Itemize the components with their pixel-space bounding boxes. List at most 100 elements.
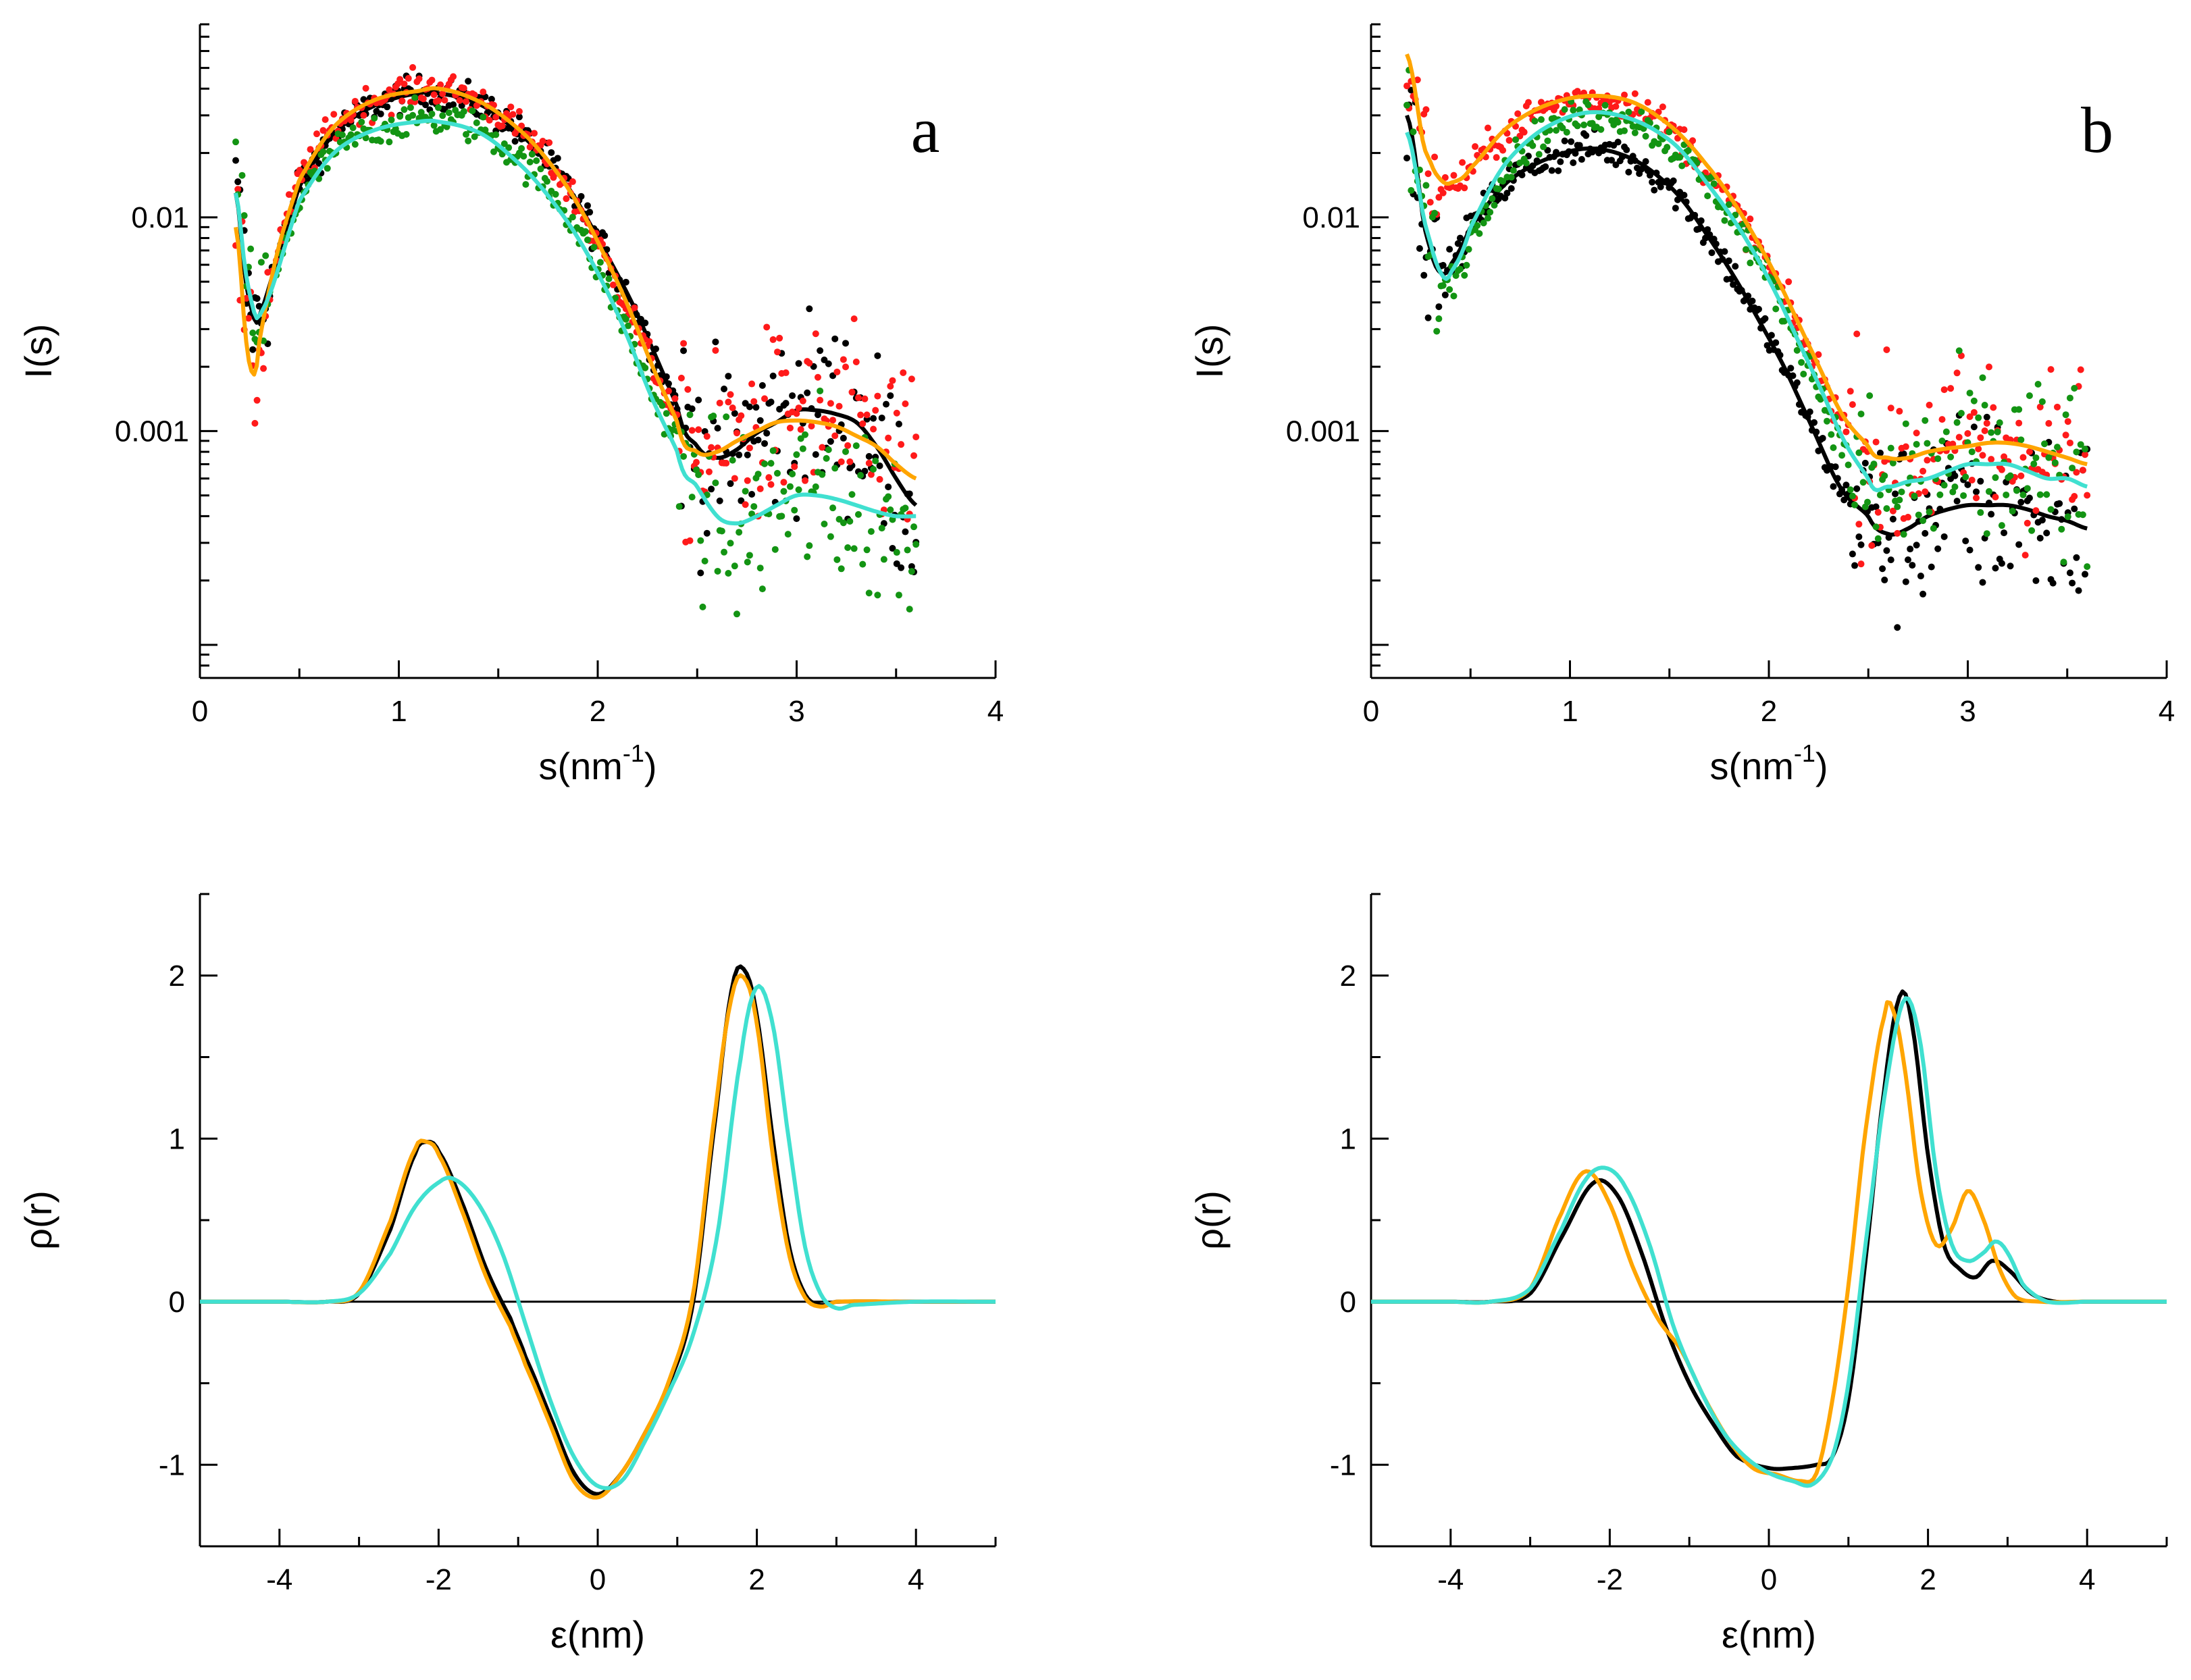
data-point-red: [1922, 488, 1929, 496]
data-point-black: [234, 178, 242, 186]
data-point-red: [2015, 419, 2023, 427]
data-point-green: [1996, 419, 2003, 426]
data-point-red: [844, 442, 852, 449]
data-point-green: [349, 124, 357, 132]
data-point-red: [1872, 438, 1880, 446]
data-point-black: [422, 101, 430, 109]
data-point-red: [2084, 492, 2091, 499]
data-point-red: [786, 424, 794, 431]
data-point-green: [2043, 491, 2051, 498]
data-point-black: [1507, 185, 1515, 192]
data-point-green: [854, 510, 862, 518]
data-point-red: [1857, 560, 1865, 568]
data-point-green: [582, 228, 589, 235]
data-point-green: [1940, 481, 1948, 489]
data-point-red: [867, 471, 875, 478]
data-point-black: [1840, 496, 1848, 504]
data-point-black: [2082, 571, 2089, 578]
data-point-green: [407, 104, 414, 111]
data-point-green: [238, 172, 246, 179]
x-axis-label-main: s(nm: [538, 745, 622, 787]
data-point-red: [738, 412, 745, 419]
data-point-black: [1614, 138, 1622, 146]
data-point-green: [1798, 359, 1805, 366]
data-point-black: [1887, 556, 1894, 564]
data-point-green: [1936, 491, 1944, 498]
data-point-green: [2019, 491, 2027, 498]
data-point-black: [876, 462, 883, 469]
data-point-red: [1981, 427, 1988, 435]
data-point-red: [1403, 82, 1411, 90]
data-point-green: [526, 159, 534, 166]
x-tick-label: 0: [1761, 1563, 1777, 1596]
y-tick-label: 0.01: [1302, 201, 1360, 234]
data-point-black: [1919, 590, 1927, 598]
series-black: [200, 964, 996, 1496]
data-point-black: [1806, 408, 1813, 415]
data-point-green: [904, 546, 911, 554]
data-point-green: [2034, 381, 2042, 388]
fit-line-orange: [1405, 53, 2088, 467]
data-point-black: [1651, 186, 1658, 194]
y-tick-label: 0.001: [115, 415, 189, 448]
data-point-green: [2079, 511, 2086, 519]
data-point-red: [695, 426, 702, 434]
series-black: [1371, 989, 2167, 1471]
data-point-green: [1461, 271, 1468, 279]
series-orange: [1405, 53, 2088, 467]
data-point-green: [744, 558, 751, 566]
data-point-black: [756, 417, 764, 424]
series-turquoise: [1405, 110, 2088, 492]
data-point-red: [631, 304, 638, 311]
data-point-green: [1666, 128, 1673, 136]
data-point-red: [865, 459, 873, 467]
data-point-green: [758, 585, 766, 593]
data-point-red: [686, 537, 694, 544]
data-point-green: [756, 565, 764, 572]
data-point-green: [663, 410, 670, 417]
data-point-black: [895, 421, 902, 428]
y-axis-label: ρ(r): [17, 1190, 59, 1250]
data-point-red: [396, 76, 404, 83]
data-point-green: [797, 435, 804, 442]
series-turquoise: [234, 118, 917, 526]
data-point-green: [2060, 558, 2067, 566]
data-point-green: [910, 523, 918, 531]
data-point-black: [601, 232, 609, 239]
fit-line-orange: [234, 86, 917, 481]
data-point-green: [1537, 116, 1545, 124]
data-point-red: [893, 409, 900, 417]
data-point-red: [769, 336, 777, 343]
panel-a-density-profile: -4 -2 0 2 4 -1 0 1 2 ε(nm) ρ(r): [17, 893, 997, 1656]
data-point-red: [846, 458, 854, 465]
data-point-black: [752, 404, 760, 411]
data-point-green: [1546, 126, 1553, 134]
data-point-green: [480, 113, 487, 121]
data-point-black: [377, 110, 384, 117]
data-point-green: [1994, 428, 2001, 436]
data-point-green: [428, 110, 436, 117]
data-point-green: [1535, 151, 1543, 158]
data-point-red: [1621, 91, 1628, 99]
data-point-red: [2001, 453, 2008, 461]
data-point-red: [253, 396, 261, 404]
data-point-red: [859, 420, 867, 427]
data-point-black: [1548, 167, 1555, 174]
data-point-black: [714, 425, 721, 432]
data-point-green: [1992, 474, 1999, 481]
data-point-red: [1947, 385, 1955, 392]
data-point-red: [1849, 401, 1856, 409]
data-point-red: [750, 398, 758, 405]
data-point-green: [232, 138, 240, 146]
data-point-red: [1612, 103, 1620, 110]
x-tick-label: 1: [390, 695, 407, 728]
data-point-green: [1403, 101, 1411, 109]
data-point-black: [2017, 498, 2025, 506]
data-point-green: [773, 469, 781, 477]
data-point-red: [313, 130, 320, 138]
data-point-red: [863, 411, 871, 419]
data-point-red: [1689, 137, 1697, 145]
data-point-green: [793, 451, 800, 458]
data-point-green: [319, 148, 327, 155]
x-tick-label: 0: [192, 695, 208, 728]
